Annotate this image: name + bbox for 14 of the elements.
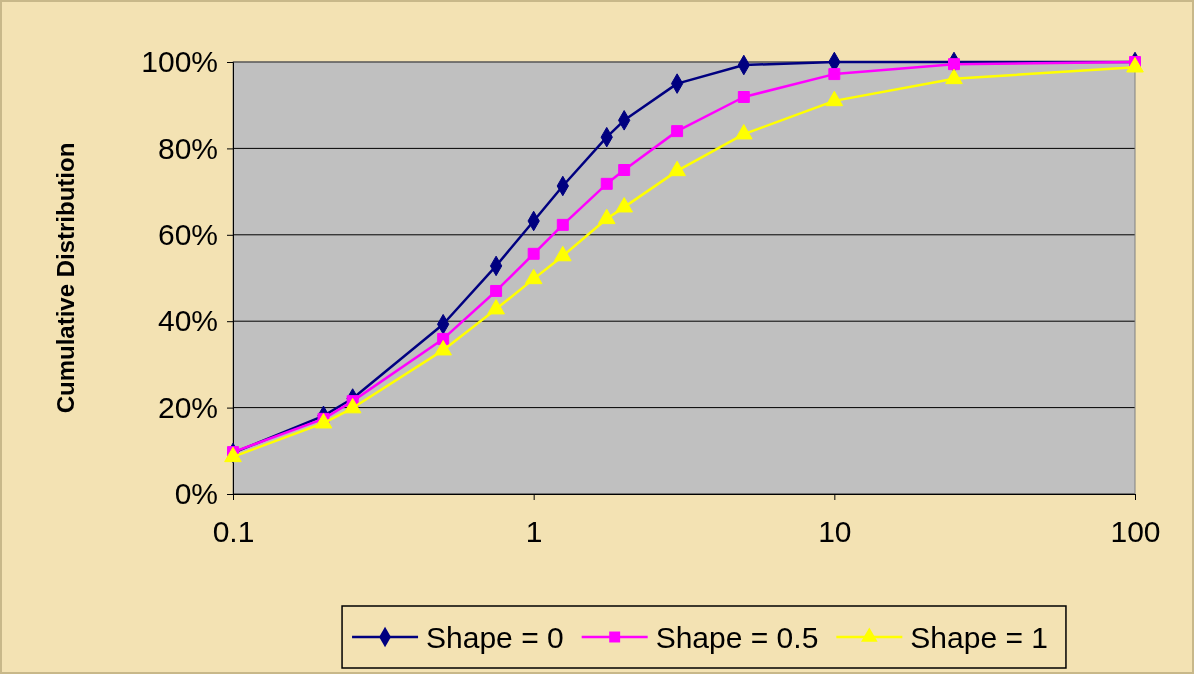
y-tick-label: 40% (157, 304, 218, 338)
y-axis-title: Cumulative Distribution (52, 142, 79, 414)
x-tick-label: 10 (818, 515, 852, 548)
legend-label: Shape = 1 (910, 620, 1048, 654)
y-tick-label: 100% (141, 45, 218, 79)
legend-label: Shape = 0.5 (655, 620, 819, 654)
y-tick-label: 20% (157, 390, 218, 424)
y-tick-label: 60% (157, 217, 218, 251)
y-tick-label: 0% (174, 477, 218, 511)
x-tick-label: 100 (1110, 515, 1161, 548)
legend-label: Shape = 0 (426, 620, 564, 654)
y-tick-label: 80% (157, 131, 218, 165)
x-tick-label: 0.1 (212, 515, 255, 548)
x-tick-label: 1 (525, 515, 543, 548)
